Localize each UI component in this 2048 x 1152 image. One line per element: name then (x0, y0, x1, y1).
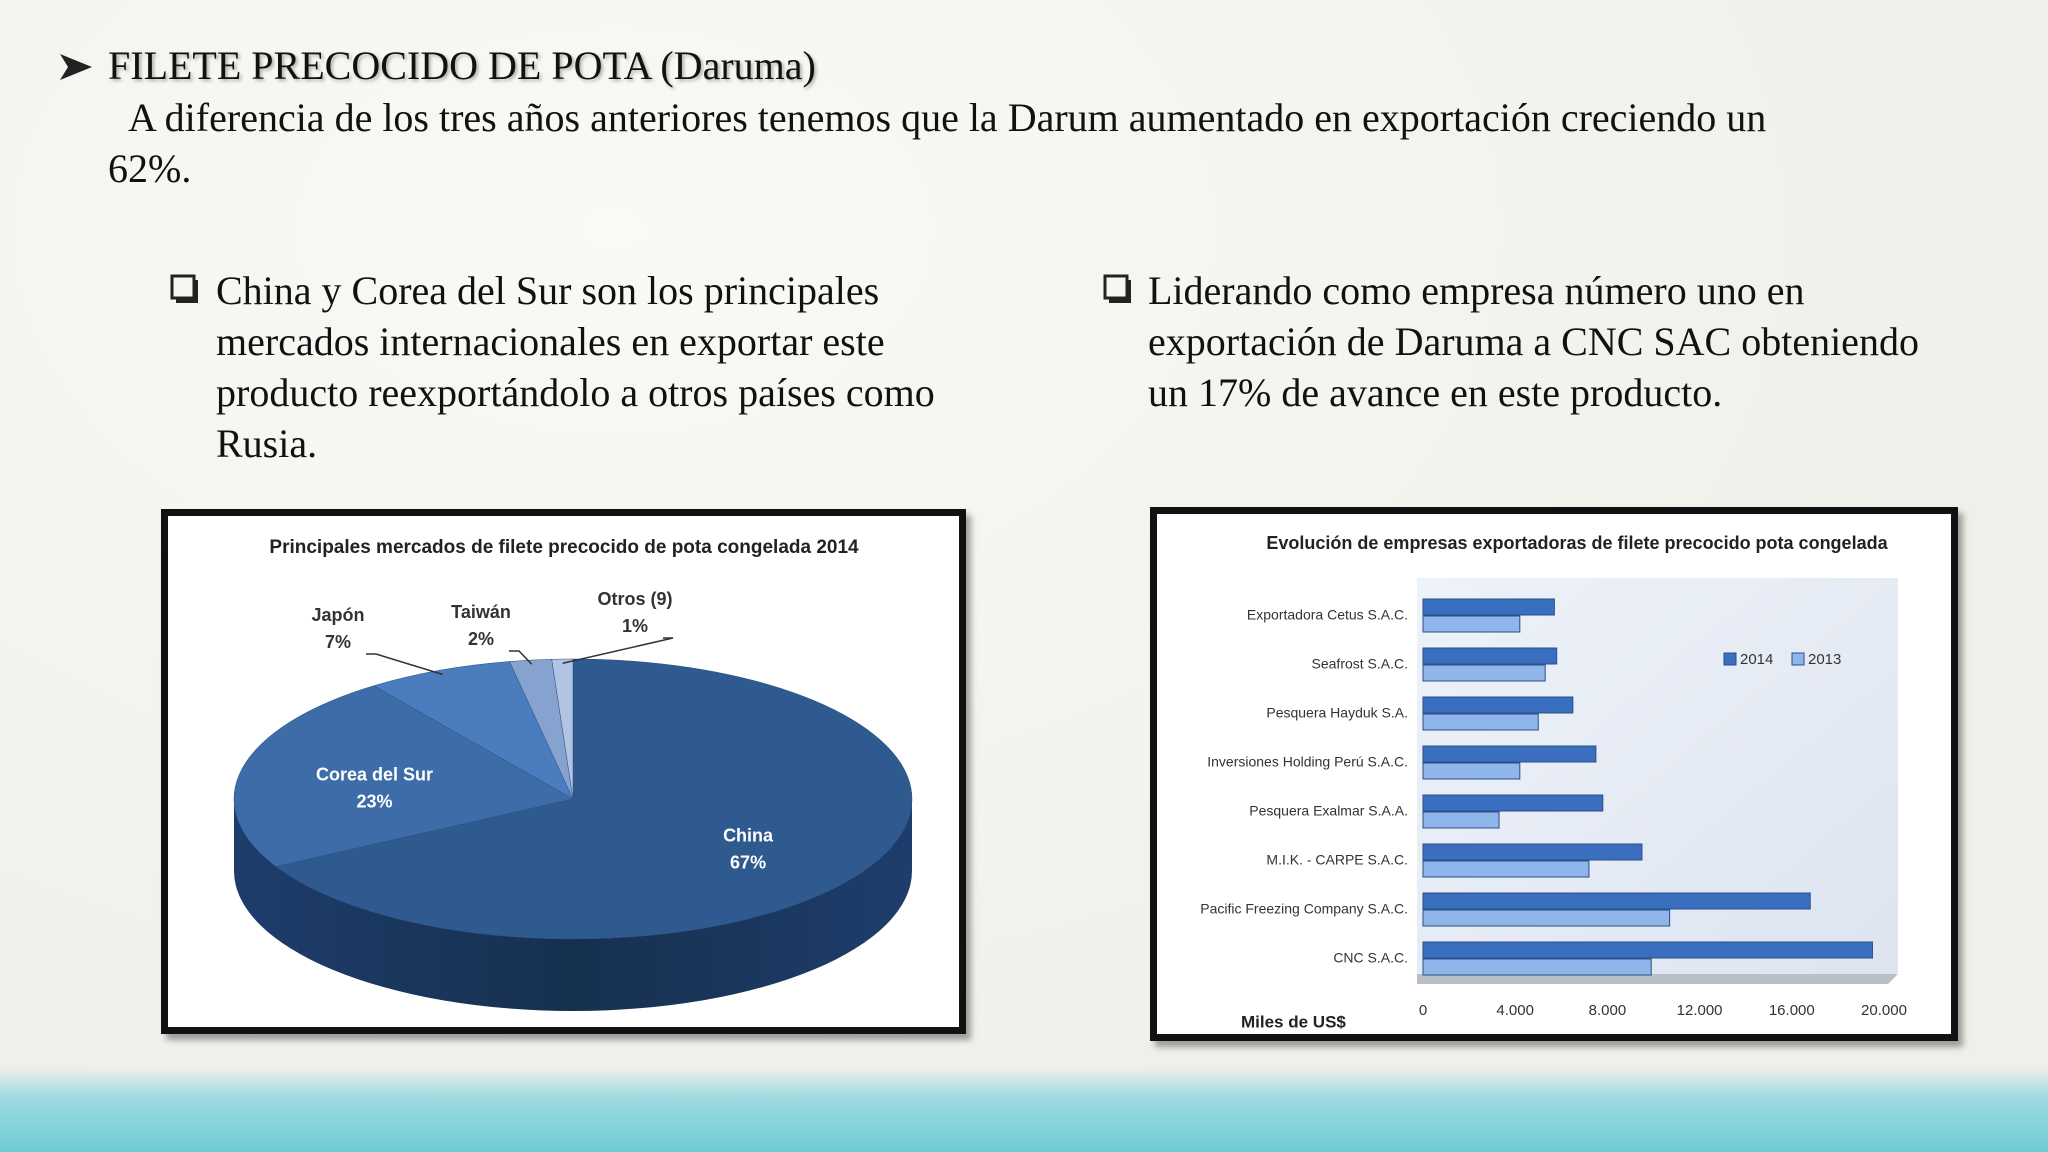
slice-value: 7% (325, 632, 351, 652)
y-tick-label: Seafrost S.A.C. (1312, 656, 1408, 672)
bar (1422, 811, 1500, 829)
bar (1422, 762, 1521, 780)
slice-label: Taiwán (451, 602, 511, 622)
bar (1422, 909, 1671, 927)
y-tick-label: Exportadora Cetus S.A.C. (1247, 607, 1408, 623)
legend-swatch (1723, 652, 1737, 666)
checkbox-bullet (170, 274, 198, 303)
slice-value: 23% (356, 791, 392, 811)
pie-side (234, 799, 912, 1011)
x-tick-label: 16.000 (1769, 1002, 1815, 1019)
legend-swatch (1791, 652, 1805, 666)
pie-chart: Principales mercados de filete precocido… (233, 537, 913, 1011)
bar (1422, 892, 1811, 910)
bar (1422, 598, 1555, 616)
legend-label: 2014 (1740, 651, 1773, 668)
x-tick-label: 20.000 (1861, 1002, 1907, 1019)
checkbox-bullet (1103, 274, 1131, 303)
bar (1422, 794, 1604, 812)
x-tick-label: 0 (1419, 1002, 1427, 1019)
bar (1422, 647, 1558, 665)
slice-label: Otros (9) (597, 589, 672, 609)
bar (1422, 664, 1546, 682)
decor-wave (0, 1067, 2048, 1152)
slice-label: China (723, 826, 774, 846)
bar (1422, 843, 1643, 861)
bar (1422, 941, 1873, 959)
slice-label: Corea del Sur (316, 764, 433, 784)
leader-line (509, 650, 533, 665)
y-tick-label: CNC S.A.C. (1333, 950, 1408, 966)
bar-chart: Evolución de empresas exportadoras de fi… (1200, 533, 1907, 1032)
slice-value: 2% (468, 629, 494, 649)
pie-slice (551, 658, 574, 800)
bar (1422, 696, 1574, 714)
y-tick-label: Pesquera Hayduk S.A. (1266, 705, 1408, 721)
plot-floor (1417, 974, 1898, 984)
bar (1422, 860, 1590, 878)
bullet: China y Corea del Sur son los principale… (216, 268, 935, 466)
leader-line (366, 653, 443, 676)
arrow-bullet (60, 54, 92, 80)
x-tick-label: 12.000 (1677, 1002, 1723, 1019)
leader-line (562, 637, 674, 664)
pie-slice (275, 658, 913, 940)
slice-value: 67% (730, 853, 766, 873)
chart-title: Principales mercados de filete precocido… (269, 537, 859, 558)
x-axis-label: Miles de US$ (1241, 1012, 1346, 1031)
slice-label: Japón (311, 605, 364, 625)
pie-frame: Principales mercados de filete precocido… (161, 509, 966, 1034)
bar-frame: Evolución de empresas exportadoras de fi… (1150, 507, 1958, 1041)
y-tick-label: M.I.K. - CARPE S.A.C. (1266, 852, 1408, 868)
y-tick-label: Pesquera Exalmar S.A.A. (1249, 803, 1408, 819)
paragraph: A diferencia de los tres años anteriores… (108, 95, 1767, 191)
x-tick-label: 8.000 (1589, 1002, 1627, 1019)
slice-value: 1% (622, 616, 648, 636)
bar (1422, 713, 1539, 731)
chart-title: Evolución de empresas exportadoras de fi… (1266, 533, 1888, 553)
slide-title: FILETE PRECOCIDO DE POTA (Daruma) (108, 43, 816, 88)
bar (1422, 615, 1521, 633)
pie-slice (373, 661, 574, 800)
pie-slice (233, 685, 574, 867)
y-tick-label: Inversiones Holding Perú S.A.C. (1207, 754, 1408, 770)
y-tick-label: Pacific Freezing Company S.A.C. (1200, 901, 1408, 917)
legend-label: 2013 (1808, 651, 1841, 668)
bar (1422, 958, 1652, 976)
x-tick-label: 4.000 (1496, 1002, 1534, 1019)
bullet: Liderando como empresa número uno en exp… (1148, 268, 1919, 415)
bar (1422, 745, 1597, 763)
